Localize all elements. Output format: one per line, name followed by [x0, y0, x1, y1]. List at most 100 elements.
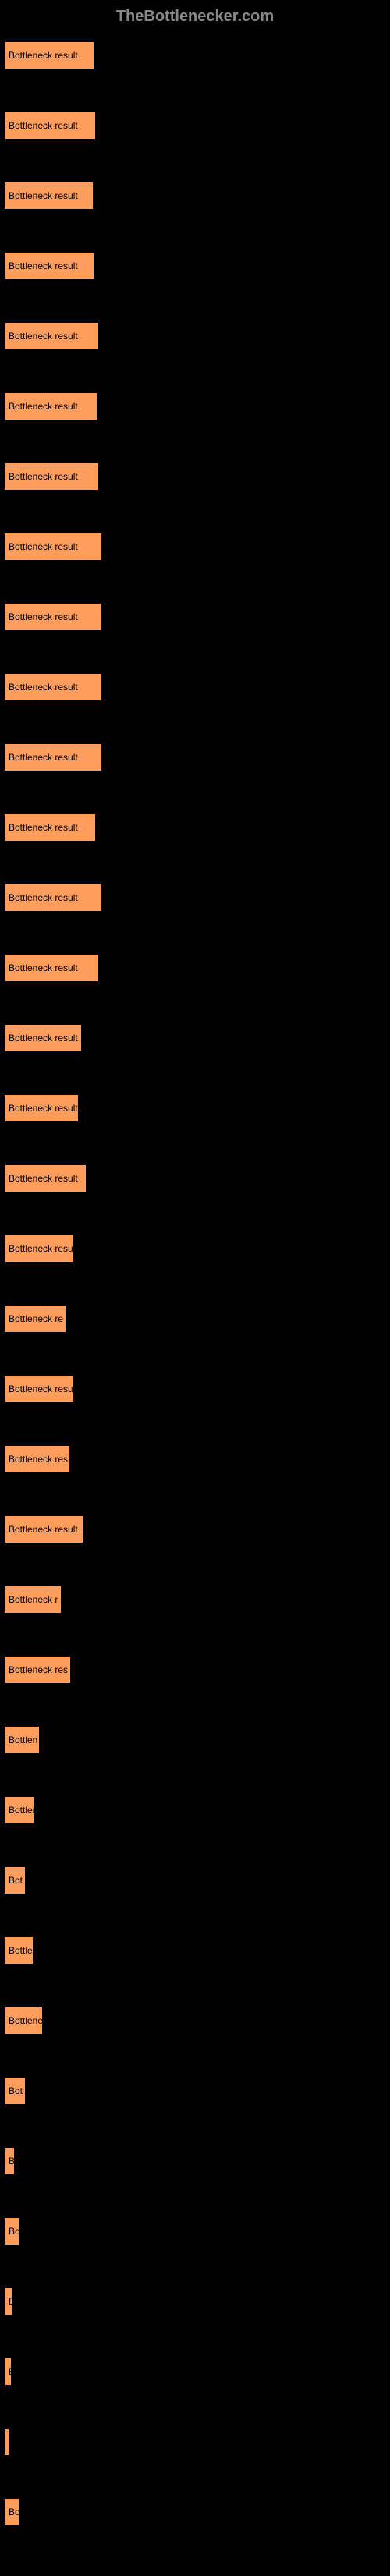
bar-row: Bottleneck result [4, 813, 386, 842]
bar: Bot [4, 2077, 26, 2105]
bar: Bottleneck result [4, 1024, 82, 1052]
bar: Bottleneck result [4, 322, 99, 350]
bar-label: B [9, 2366, 15, 2377]
bar: Bottleneck result [4, 182, 94, 210]
bar-row: Bottlene [4, 2007, 386, 2035]
bar: Bottleneck result [4, 673, 101, 701]
bar-row: Bottleneck result [4, 603, 386, 631]
bar: Bottleneck result [4, 1515, 83, 1543]
bar: Bottleneck resu [4, 1375, 74, 1403]
bar-row: Bottleneck res [4, 1445, 386, 1473]
bar: Bo [4, 2498, 20, 2526]
bar-label: Bottleneck result [9, 1103, 78, 1114]
bar-row: Bo [4, 2217, 386, 2245]
bar-row: Bottleneck result [4, 954, 386, 982]
bar: Bottleneck result [4, 1164, 87, 1192]
bar-row: Bottleneck resu [4, 1375, 386, 1403]
bar-label: Bottleneck result [9, 892, 78, 903]
bar: Bo [4, 2217, 20, 2245]
bar-label: Bottleneck result [9, 120, 78, 131]
bar: B [4, 2147, 15, 2175]
bar-label: Bottleneck result [9, 1524, 78, 1535]
header: TheBottlenecker.com [0, 8, 390, 26]
bar-label: Bottleneck result [9, 962, 78, 973]
bar-row: Bottle [4, 1936, 386, 1965]
bar-label: Bottleneck r [9, 1594, 58, 1605]
bar-row: Bottleneck result [4, 1024, 386, 1052]
bar-row: Bot [4, 2077, 386, 2105]
bar-row: Bottleneck result [4, 673, 386, 701]
bar-label: Bottleneck result [9, 822, 78, 833]
bar-row: Bottleneck result [4, 1515, 386, 1543]
bar: Bottleneck result [4, 112, 96, 140]
bar-row: Bottleneck res [4, 1656, 386, 1684]
bar-row: B [4, 2287, 386, 2316]
bar-label: Bottleneck re [9, 1313, 63, 1324]
bar-label: Bottle [9, 1945, 33, 1956]
bar-label: Bottleneck res [9, 1454, 68, 1465]
bar-row: Bottleneck result [4, 884, 386, 912]
bar-label: Bottlene [9, 2015, 43, 2026]
bar: Bottleneck result [4, 743, 102, 771]
bar-row: B [4, 2147, 386, 2175]
bar-label: Bot [9, 1875, 23, 1886]
bar-row: Bottler [4, 1796, 386, 1824]
bar-row: Bottleneck result [4, 743, 386, 771]
bar: Bottleneck result [4, 884, 102, 912]
bar-label: Bottleneck result [9, 752, 78, 763]
bar: Bottleneck result [4, 392, 98, 420]
bar-row: Bottleneck result [4, 462, 386, 491]
bar-row: Bottleneck result [4, 112, 386, 140]
bar: Bottleneck result [4, 1094, 79, 1122]
bar-label: Bottleneck result [9, 260, 78, 271]
bar-label: B [9, 2296, 15, 2307]
bar-label: Bottleneck result [9, 611, 78, 622]
bar: Bottleneck result [4, 813, 96, 842]
bar-row: Bottleneck result [4, 392, 386, 420]
bar-label: Bottler [9, 1805, 36, 1816]
bar: B [4, 2358, 12, 2386]
bar: Bottleneck result [4, 603, 101, 631]
bar-row: Bo [4, 2498, 386, 2526]
bar-label: Bottleneck res [9, 1664, 68, 1675]
bar: Bottleneck resu [4, 1235, 74, 1263]
bar: Bottleneck result [4, 252, 94, 280]
bar: Bottleneck result [4, 41, 94, 69]
bar: Bottleneck r [4, 1586, 62, 1614]
bar-row: B [4, 2358, 386, 2386]
bar: Bot [4, 1866, 26, 1894]
bar-label: Bottlen [9, 1734, 37, 1745]
bar-label: Bottleneck result [9, 471, 78, 482]
site-title: TheBottlenecker.com [116, 8, 274, 25]
bar-row: Bottlen [4, 1726, 386, 1754]
bar-row: Bottleneck re [4, 1305, 386, 1333]
bar: Bottleneck re [4, 1305, 66, 1333]
bar: Bottler [4, 1796, 35, 1824]
bar-label: Bottleneck resu [9, 1243, 73, 1254]
bar-row: Bottleneck result [4, 182, 386, 210]
bar-label: Bottleneck result [9, 190, 78, 201]
bar-label: Bottleneck result [9, 331, 78, 342]
bar: Bottlen [4, 1726, 40, 1754]
bar: Bottleneck result [4, 954, 99, 982]
bar-row: Bottleneck result [4, 41, 386, 69]
bar-label: Bottleneck result [9, 682, 78, 693]
bar-label: Bottleneck result [9, 401, 78, 412]
bar: Bottlene [4, 2007, 43, 2035]
bar-row: Bottleneck result [4, 1164, 386, 1192]
bar-row [4, 2428, 386, 2456]
bar-label: B [9, 2156, 15, 2167]
bar-label: Bo [9, 2226, 20, 2237]
bar-row: Bottleneck result [4, 322, 386, 350]
bar: Bottleneck result [4, 533, 102, 561]
bar: Bottleneck res [4, 1445, 70, 1473]
bar-label: Bottleneck resu [9, 1384, 73, 1394]
bar-label: Bo [9, 2507, 20, 2518]
bar-row: Bot [4, 1866, 386, 1894]
bar: B [4, 2287, 13, 2316]
bar-label: Bottleneck result [9, 1033, 78, 1044]
bar-label: Bot [9, 2085, 23, 2096]
bar-chart: Bottleneck result Bottleneck result Bottle… [0, 41, 390, 2526]
bar-row: Bottleneck result [4, 252, 386, 280]
bar-label: Bottleneck result [9, 1173, 78, 1184]
